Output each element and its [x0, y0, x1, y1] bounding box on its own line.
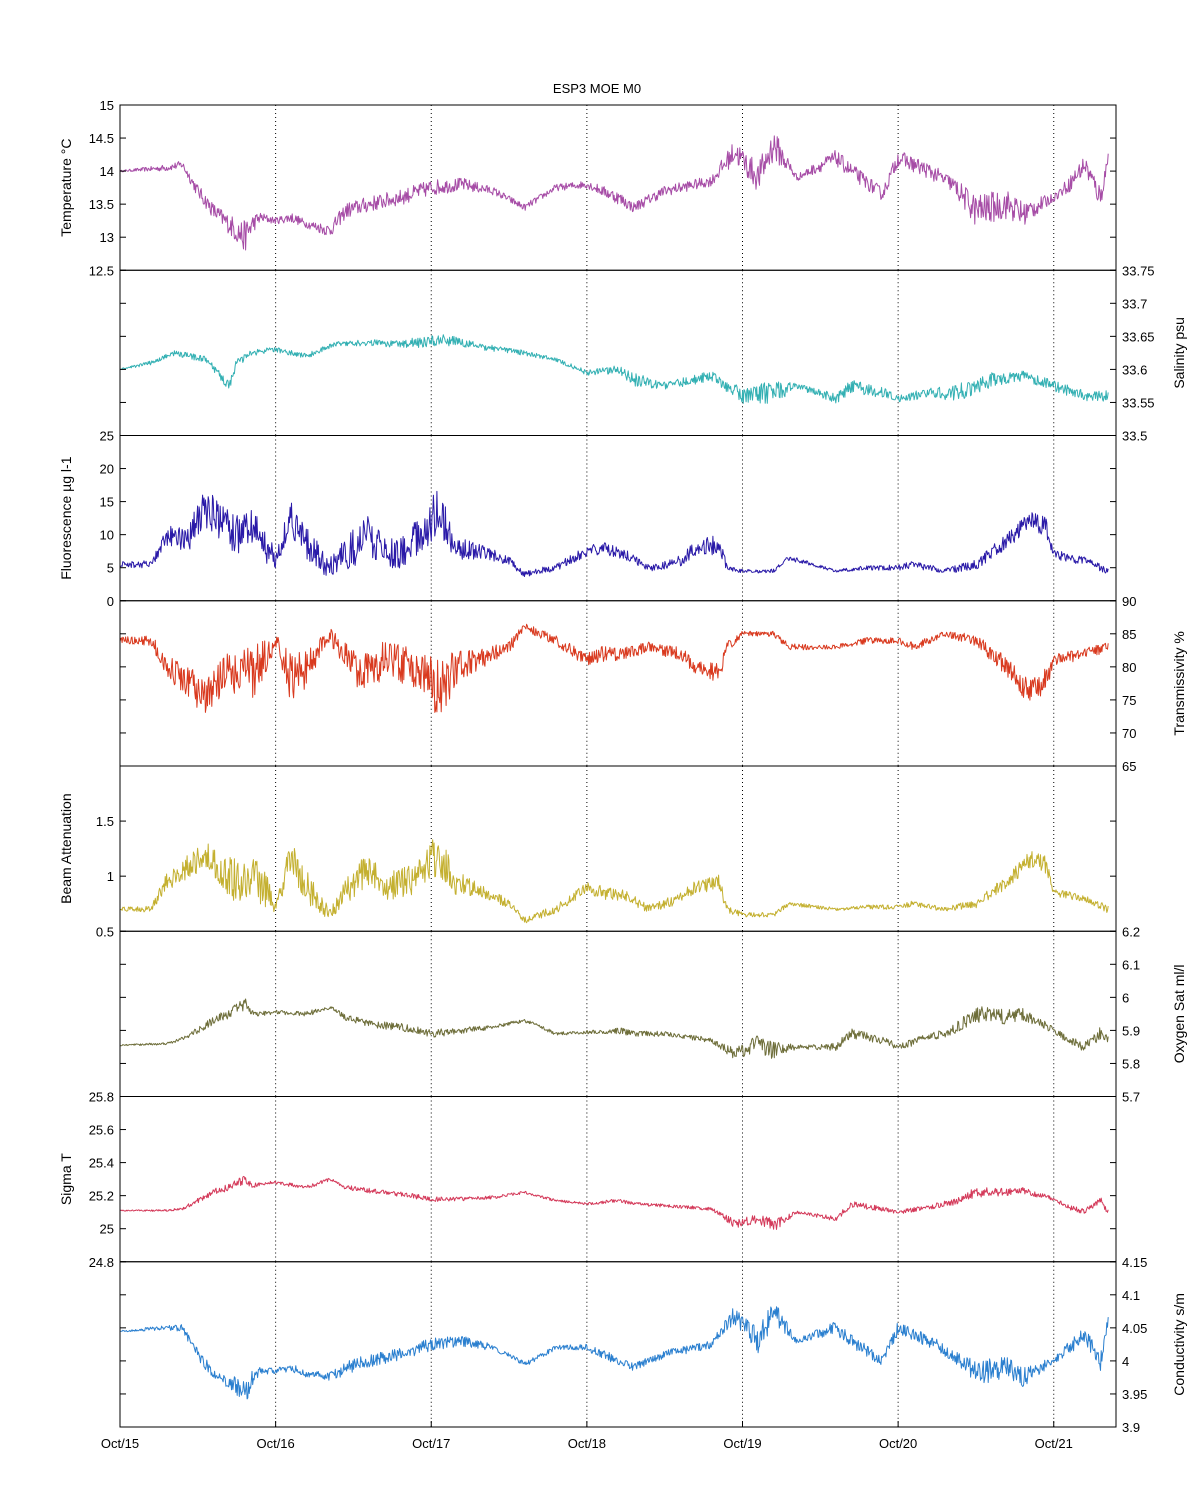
- panel-frame: [119, 1261, 1117, 1428]
- y-tick-label: 33.55: [1122, 395, 1155, 410]
- panel-1: 33.5 33.55 33.6 33.65 33.7 33.75 Salinity psu: [119, 263, 1187, 444]
- y-tick-label: 25: [100, 429, 114, 444]
- y-tick-label: 15: [100, 495, 114, 510]
- y-tick-label: 33.6: [1122, 362, 1147, 377]
- y-tick-label: 14: [100, 164, 114, 179]
- x-tick-label: Oct/20: [879, 1436, 917, 1451]
- y-tick-label: 4.1: [1122, 1288, 1140, 1303]
- data-series-line: [119, 334, 1109, 404]
- data-series-line: [119, 998, 1109, 1059]
- y-tick-label: 75: [1122, 693, 1136, 708]
- y-tick-label: 14.5: [89, 131, 114, 146]
- y-tick-label: 25.2: [89, 1189, 114, 1204]
- y-tick-label: 1: [107, 869, 114, 884]
- y-tick-label: 6: [1122, 990, 1129, 1005]
- y-axis-label: Sigma T: [58, 1153, 74, 1205]
- y-axis-label: Transmissivity %: [1171, 631, 1187, 736]
- y-tick-label: 1.5: [96, 814, 114, 829]
- x-tick-label: Oct/17: [412, 1436, 450, 1451]
- y-axis-label: Fluorescence µg l-1: [58, 456, 74, 579]
- x-tick-label: Oct/16: [256, 1436, 294, 1451]
- x-tick-label: Oct/18: [568, 1436, 606, 1451]
- figure-title: ESP3 MOE M0: [553, 81, 641, 96]
- y-tick-label: 25.8: [89, 1090, 114, 1105]
- y-tick-label: 65: [1122, 759, 1136, 774]
- y-axis-label: Oxygen Sat ml/l: [1171, 964, 1187, 1063]
- y-tick-label: 6.1: [1122, 957, 1140, 972]
- x-tick-label: Oct/21: [1035, 1436, 1073, 1451]
- y-axis-label: Beam Attenuation: [58, 793, 74, 904]
- y-tick-label: 4.05: [1122, 1321, 1147, 1336]
- y-tick-label: 33.65: [1122, 329, 1155, 344]
- panel-3: 65 70 75 80 85 90 Transmissivity %: [119, 594, 1187, 774]
- x-tick-label: Oct/19: [723, 1436, 761, 1451]
- y-tick-label: 15: [100, 98, 114, 113]
- y-tick-label: 13.5: [89, 197, 114, 212]
- y-axis-label: Temperature °C: [58, 139, 74, 237]
- y-tick-label: 12.5: [89, 263, 114, 278]
- y-tick-label: 3.9: [1122, 1420, 1140, 1435]
- y-tick-label: 4: [1122, 1354, 1129, 1369]
- y-tick-label: 33.7: [1122, 296, 1147, 311]
- y-tick-label: 25: [100, 1222, 114, 1237]
- data-series-line: [119, 490, 1109, 577]
- x-tick-label: Oct/15: [101, 1436, 139, 1451]
- y-tick-label: 80: [1122, 660, 1136, 675]
- y-tick-label: 10: [100, 528, 114, 543]
- panel-7: 3.9 3.95 4 4.05 4.1 4.15 Conductivity s/m: [119, 1255, 1187, 1435]
- data-series-line: [119, 1175, 1109, 1230]
- y-tick-label: 33.75: [1122, 263, 1155, 278]
- y-tick-label: 6.2: [1122, 924, 1140, 939]
- y-tick-label: 33.5: [1122, 429, 1147, 444]
- y-tick-label: 5: [107, 561, 114, 576]
- y-tick-label: 24.8: [89, 1255, 114, 1270]
- x-axis: Oct/15 Oct/16 Oct/17 Oct/18 Oct/19 Oct/20 Oct/…: [101, 1421, 1073, 1451]
- y-tick-label: 85: [1122, 627, 1136, 642]
- y-tick-label: 13: [100, 230, 114, 245]
- y-tick-label: 90: [1122, 594, 1136, 609]
- data-series-line: [119, 135, 1109, 251]
- y-tick-label: 5.8: [1122, 1056, 1140, 1071]
- y-tick-label: 20: [100, 462, 114, 477]
- y-axis-label: Conductivity s/m: [1171, 1293, 1187, 1396]
- y-tick-label: 70: [1122, 726, 1136, 741]
- y-tick-label: 4.15: [1122, 1255, 1147, 1270]
- y-tick-label: 25.6: [89, 1123, 114, 1138]
- data-series-line: [119, 623, 1109, 713]
- y-tick-label: 5.9: [1122, 1023, 1140, 1038]
- panel-6: 24.8 25 25.2 25.4 25.6 25.8 Sigma T: [58, 1090, 1117, 1270]
- y-tick-label: 3.95: [1122, 1387, 1147, 1402]
- y-axis-label: Salinity psu: [1171, 317, 1187, 389]
- data-series-line: [119, 839, 1109, 924]
- y-tick-label: 0: [107, 594, 114, 609]
- y-tick-label: 0.5: [96, 924, 114, 939]
- y-tick-label: 25.4: [89, 1156, 114, 1171]
- y-tick-label: 5.7: [1122, 1090, 1140, 1105]
- data-series-line: [119, 1306, 1109, 1400]
